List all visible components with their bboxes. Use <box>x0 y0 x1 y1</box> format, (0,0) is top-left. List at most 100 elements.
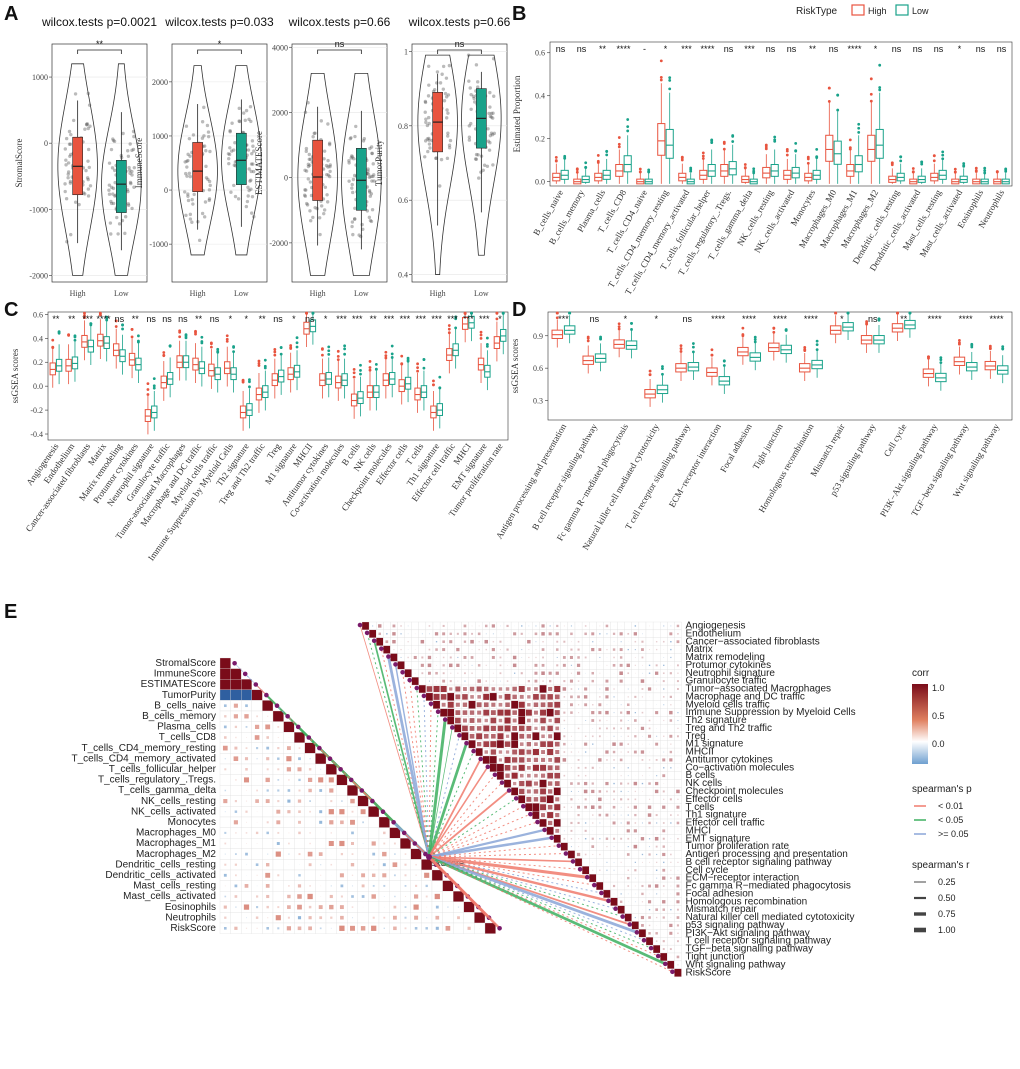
corr-square <box>662 640 665 643</box>
data-point <box>309 219 313 223</box>
data-point <box>467 124 472 128</box>
sig-bracket <box>197 49 242 54</box>
outlier-point <box>596 159 600 163</box>
left-row-label: NK_cells_activated <box>131 806 216 817</box>
corr-square <box>648 672 651 674</box>
corr-square <box>569 703 573 707</box>
corr-square <box>382 873 387 878</box>
corr-square <box>457 906 460 908</box>
corr-square <box>547 789 553 794</box>
outlier-point <box>815 147 819 151</box>
y-tick-label: -0.2 <box>30 406 43 415</box>
corr-cell <box>553 818 561 828</box>
right-row-label: EMT signature <box>686 833 751 844</box>
corr-square <box>320 864 322 866</box>
left-row-label: T_cells_CD4_memory_resting <box>82 743 217 754</box>
corr-square <box>647 805 652 809</box>
sig-label: * <box>655 314 659 324</box>
corr-square <box>421 672 424 675</box>
data-point <box>445 156 450 161</box>
outlier-point <box>216 350 220 354</box>
y-tick-label: 0.4 <box>535 92 545 101</box>
data-point <box>200 136 205 140</box>
edge-node <box>379 646 384 651</box>
corr-square <box>330 800 333 803</box>
corr-square <box>235 736 237 739</box>
corr-square <box>663 767 665 769</box>
outlier-point <box>327 352 331 356</box>
edge-node <box>295 724 301 730</box>
data-point <box>469 92 473 97</box>
data-point <box>187 171 192 176</box>
corr-square <box>554 701 561 708</box>
right-row-label: Checkpoint molecules <box>686 786 784 797</box>
corr-square <box>484 686 489 692</box>
sig-label: ** <box>96 39 104 49</box>
outlier-point <box>422 366 426 370</box>
data-point <box>347 159 351 163</box>
data-point <box>468 86 472 90</box>
sig-label: *** <box>447 314 458 324</box>
sig-label: ** <box>900 314 908 324</box>
outlier-point <box>647 170 651 174</box>
edge-line <box>394 664 430 858</box>
data-point <box>372 173 376 177</box>
outlier-point <box>178 330 182 334</box>
outlier-point <box>352 367 356 371</box>
data-point <box>351 177 356 182</box>
corr-cell <box>241 689 252 701</box>
data-point <box>367 189 372 193</box>
data-point <box>250 151 254 156</box>
corr-cell <box>368 629 377 638</box>
corr-square <box>341 800 343 802</box>
corr-cell <box>546 826 554 835</box>
outlier-point <box>555 311 559 315</box>
corr-square <box>649 751 650 753</box>
outlier-point <box>722 147 726 151</box>
corr-square <box>462 718 467 723</box>
corr-square <box>549 625 551 627</box>
corr-square <box>505 687 510 691</box>
outlier-point <box>668 78 672 82</box>
right-row-label: Natural killer cell mediated cytotoxicit… <box>686 912 855 923</box>
corr-square <box>404 895 407 898</box>
sig-label: ns <box>682 314 692 324</box>
corr-cell <box>336 774 348 786</box>
corr-square <box>476 726 482 731</box>
data-point <box>113 194 117 198</box>
left-row-label: Plasma_cells <box>157 722 216 733</box>
corr-square <box>490 741 497 748</box>
corr-square <box>383 916 386 919</box>
outlier-point <box>815 339 819 343</box>
corr-square <box>634 711 636 714</box>
corr-square <box>577 782 580 785</box>
right-row-label: Effector cells <box>686 794 743 805</box>
corr-square <box>383 927 385 929</box>
data-point <box>322 211 326 216</box>
data-point <box>252 215 256 219</box>
outlier-point <box>447 331 451 335</box>
outlier-point <box>105 317 109 321</box>
data-point <box>112 168 117 173</box>
data-point <box>366 169 370 173</box>
data-point <box>367 175 372 180</box>
corr-cell <box>325 763 337 775</box>
corr-cell <box>390 653 398 662</box>
data-point <box>311 215 315 220</box>
edge-line <box>428 855 609 903</box>
corr-square <box>620 837 623 840</box>
corr-square <box>392 632 396 636</box>
corr-square <box>627 767 629 769</box>
outlier-point <box>416 362 419 366</box>
corr-square <box>627 806 629 808</box>
data-point <box>485 164 490 168</box>
data-point <box>228 129 232 133</box>
edge-line <box>428 845 559 858</box>
right-row-label: ECM−receptor interaction <box>686 873 800 884</box>
corr-square <box>626 663 630 668</box>
panel-a-frame <box>411 43 508 283</box>
outlier-point <box>168 344 172 348</box>
data-point <box>368 190 372 194</box>
corr-square <box>319 789 323 792</box>
edge-line <box>428 856 652 949</box>
